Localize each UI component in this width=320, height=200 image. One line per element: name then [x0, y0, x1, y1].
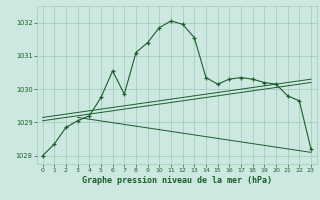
X-axis label: Graphe pression niveau de la mer (hPa): Graphe pression niveau de la mer (hPa): [82, 176, 272, 185]
